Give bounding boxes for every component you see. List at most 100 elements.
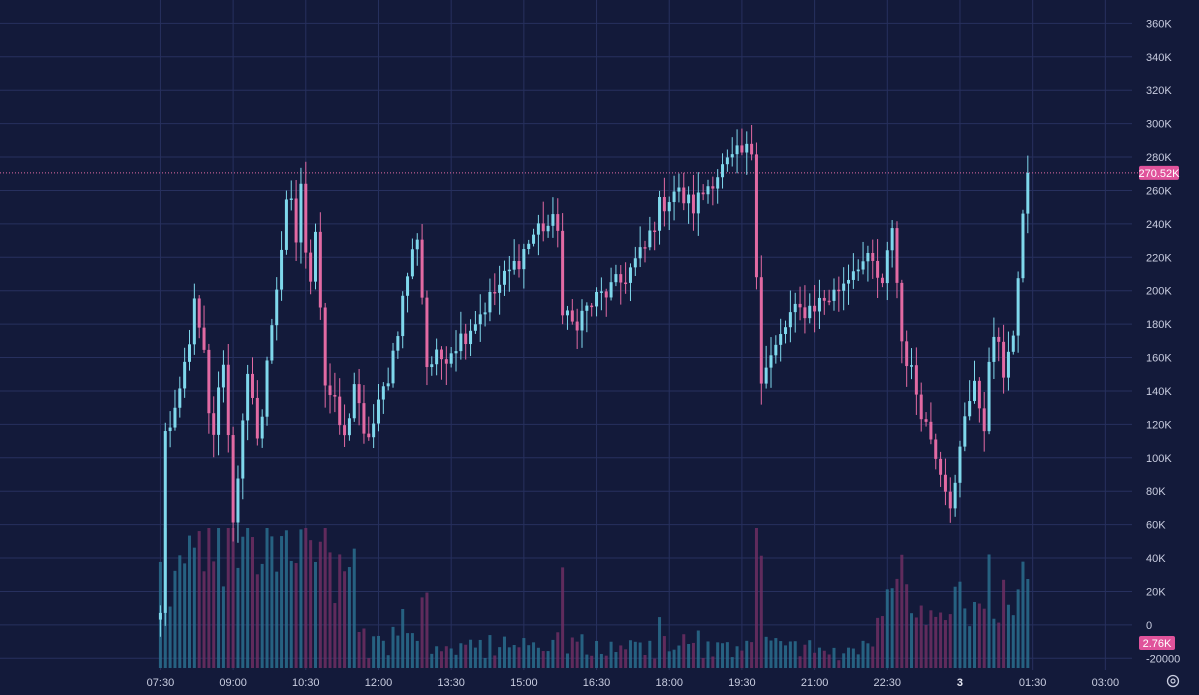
volume-bar (415, 640, 419, 668)
candle-body (919, 394, 923, 420)
x-tick-label: 07:30 (147, 677, 175, 689)
candle-body (561, 230, 565, 316)
candle-body (813, 305, 817, 312)
candle-body (633, 258, 637, 268)
volume-bar (313, 561, 317, 668)
candle-body (677, 187, 681, 192)
volume-bar (265, 528, 269, 668)
volume-bar (817, 647, 821, 668)
candle-body (798, 303, 802, 308)
volume-bar (551, 639, 555, 668)
volume-bar (178, 555, 182, 668)
candle-body (730, 154, 734, 158)
volume-label: 2.76K (1143, 638, 1172, 650)
volume-bar (614, 652, 618, 668)
volume-bar (464, 644, 468, 668)
volume-bar (430, 653, 434, 668)
volume-bar (914, 617, 918, 668)
volume-bar (866, 643, 870, 668)
y-tick-label: 140K (1146, 386, 1172, 398)
candle-body (725, 157, 729, 165)
volume-bar (963, 608, 967, 668)
candle-body (1021, 213, 1025, 279)
candle-body (599, 291, 603, 293)
candle-body (977, 380, 981, 409)
candle-body (880, 277, 884, 284)
candle-body (624, 282, 628, 285)
candle-body (701, 192, 705, 195)
candle-body (687, 194, 691, 204)
candle-body (226, 364, 230, 436)
candle-body (459, 333, 463, 352)
volume-bar (435, 646, 439, 668)
y-tick-label: 340K (1146, 52, 1172, 64)
candle-body (706, 186, 710, 195)
last-price-badge: 270.52K (1139, 165, 1180, 180)
volume-bar (628, 640, 632, 668)
candle-body (905, 341, 909, 367)
candle-body (488, 291, 492, 313)
candle-body (958, 446, 962, 483)
volume-bar (192, 547, 196, 668)
volume-bar (255, 574, 259, 668)
volume-bar (822, 650, 826, 668)
y-axis: 360K 340K 320K 300K 280K 260K 240K 220K 200K 180K… (1146, 18, 1180, 665)
volume-bar (459, 643, 463, 668)
volume-bar (425, 592, 429, 668)
volume-bar (1016, 589, 1020, 668)
volume-bar (672, 649, 676, 668)
candle-body (318, 231, 322, 308)
volume-bar (725, 642, 729, 668)
candle-body (910, 365, 914, 367)
volume-bar (948, 614, 952, 668)
candle-body (236, 478, 240, 523)
volume-bar (880, 616, 884, 668)
candle-body (982, 408, 986, 432)
volume-bar (977, 603, 981, 668)
gear-icon[interactable] (1166, 674, 1180, 688)
candle-body (658, 197, 662, 231)
candle-body (890, 228, 894, 251)
candle-body (323, 307, 327, 386)
candle-body (817, 297, 821, 312)
candle-body (478, 314, 482, 325)
volume-bar (619, 645, 623, 668)
candle-body (551, 214, 555, 226)
volume-bar (197, 531, 201, 668)
candle-body (396, 336, 400, 351)
candle-body (217, 387, 221, 435)
x-axis: 07:30 09:00 10:30 12:00 13:30 15:00 16:30 18:00… (147, 677, 1119, 689)
volume-bar (183, 563, 187, 668)
candle-body (207, 349, 211, 414)
volume-bar (910, 613, 914, 668)
candle-body (284, 199, 288, 250)
volume-bar (512, 644, 516, 668)
volume-bar (478, 639, 482, 668)
candle-body (939, 458, 943, 475)
volume-bar (299, 529, 303, 668)
candle-body (187, 344, 191, 362)
candle-body (968, 401, 972, 417)
volume-bar (381, 640, 385, 668)
candle-body (255, 397, 259, 439)
volume-bar (701, 658, 705, 668)
volume-bar (721, 643, 725, 668)
volume-bar (624, 649, 628, 668)
x-tick-label: 19:30 (728, 677, 756, 689)
volume-bar (813, 652, 817, 668)
volume-bar (168, 606, 172, 668)
volume-bar (599, 653, 603, 668)
volume-bar (309, 540, 313, 668)
volume-badge: 2.76K (1139, 636, 1175, 650)
volume-bar (987, 554, 991, 668)
candle-body (570, 310, 574, 322)
volume-bar (522, 638, 526, 668)
volume-bar (347, 567, 351, 668)
volume-bar (837, 660, 841, 668)
volume-bar (1011, 615, 1015, 668)
candle-body (779, 334, 783, 345)
volume-bar (202, 571, 206, 668)
x-tick-label: 09:00 (219, 677, 247, 689)
candle-body (517, 260, 521, 270)
